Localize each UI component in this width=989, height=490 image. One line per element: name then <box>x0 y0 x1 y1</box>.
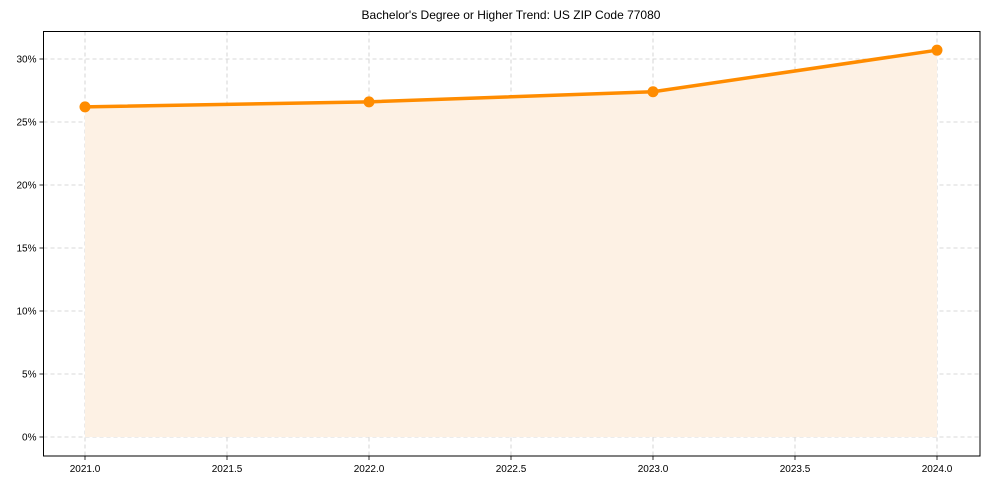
y-tick-label: 10% <box>16 307 36 318</box>
plot-frame <box>43 31 981 457</box>
data-point-marker <box>931 44 943 56</box>
x-tick-label: 2021.5 <box>212 464 243 475</box>
data-point-marker <box>363 96 375 108</box>
x-tick-label: 2022.0 <box>354 464 385 475</box>
chart-title: Bachelor's Degree or Higher Trend: US ZI… <box>362 8 661 22</box>
series-line <box>83 48 939 109</box>
x-axis: 2021.0 2021.5 2022.0 2022.5 2023.0 2023.5 2024… <box>70 456 953 475</box>
data-markers <box>79 44 943 113</box>
data-point-marker <box>79 101 91 113</box>
y-tick-label: 15% <box>16 244 36 255</box>
y-axis: 0% 5% 10% 15% 20% 25% 30% <box>16 55 44 444</box>
x-tick-label: 2022.5 <box>496 464 527 475</box>
y-tick-label: 25% <box>16 118 36 129</box>
x-tick-label: 2023.0 <box>638 464 669 475</box>
x-tick-label: 2021.0 <box>70 464 101 475</box>
y-tick-label: 0% <box>22 433 37 444</box>
data-line <box>83 48 939 109</box>
y-tick-label: 5% <box>22 370 37 381</box>
x-tick-label: 2023.5 <box>780 464 811 475</box>
x-tick-label: 2024.0 <box>922 464 953 475</box>
area-fill <box>85 50 937 438</box>
y-tick-label: 20% <box>16 181 36 192</box>
y-tick-label: 30% <box>16 55 36 66</box>
data-point-marker <box>647 86 659 98</box>
area-fill-region <box>85 50 937 438</box>
